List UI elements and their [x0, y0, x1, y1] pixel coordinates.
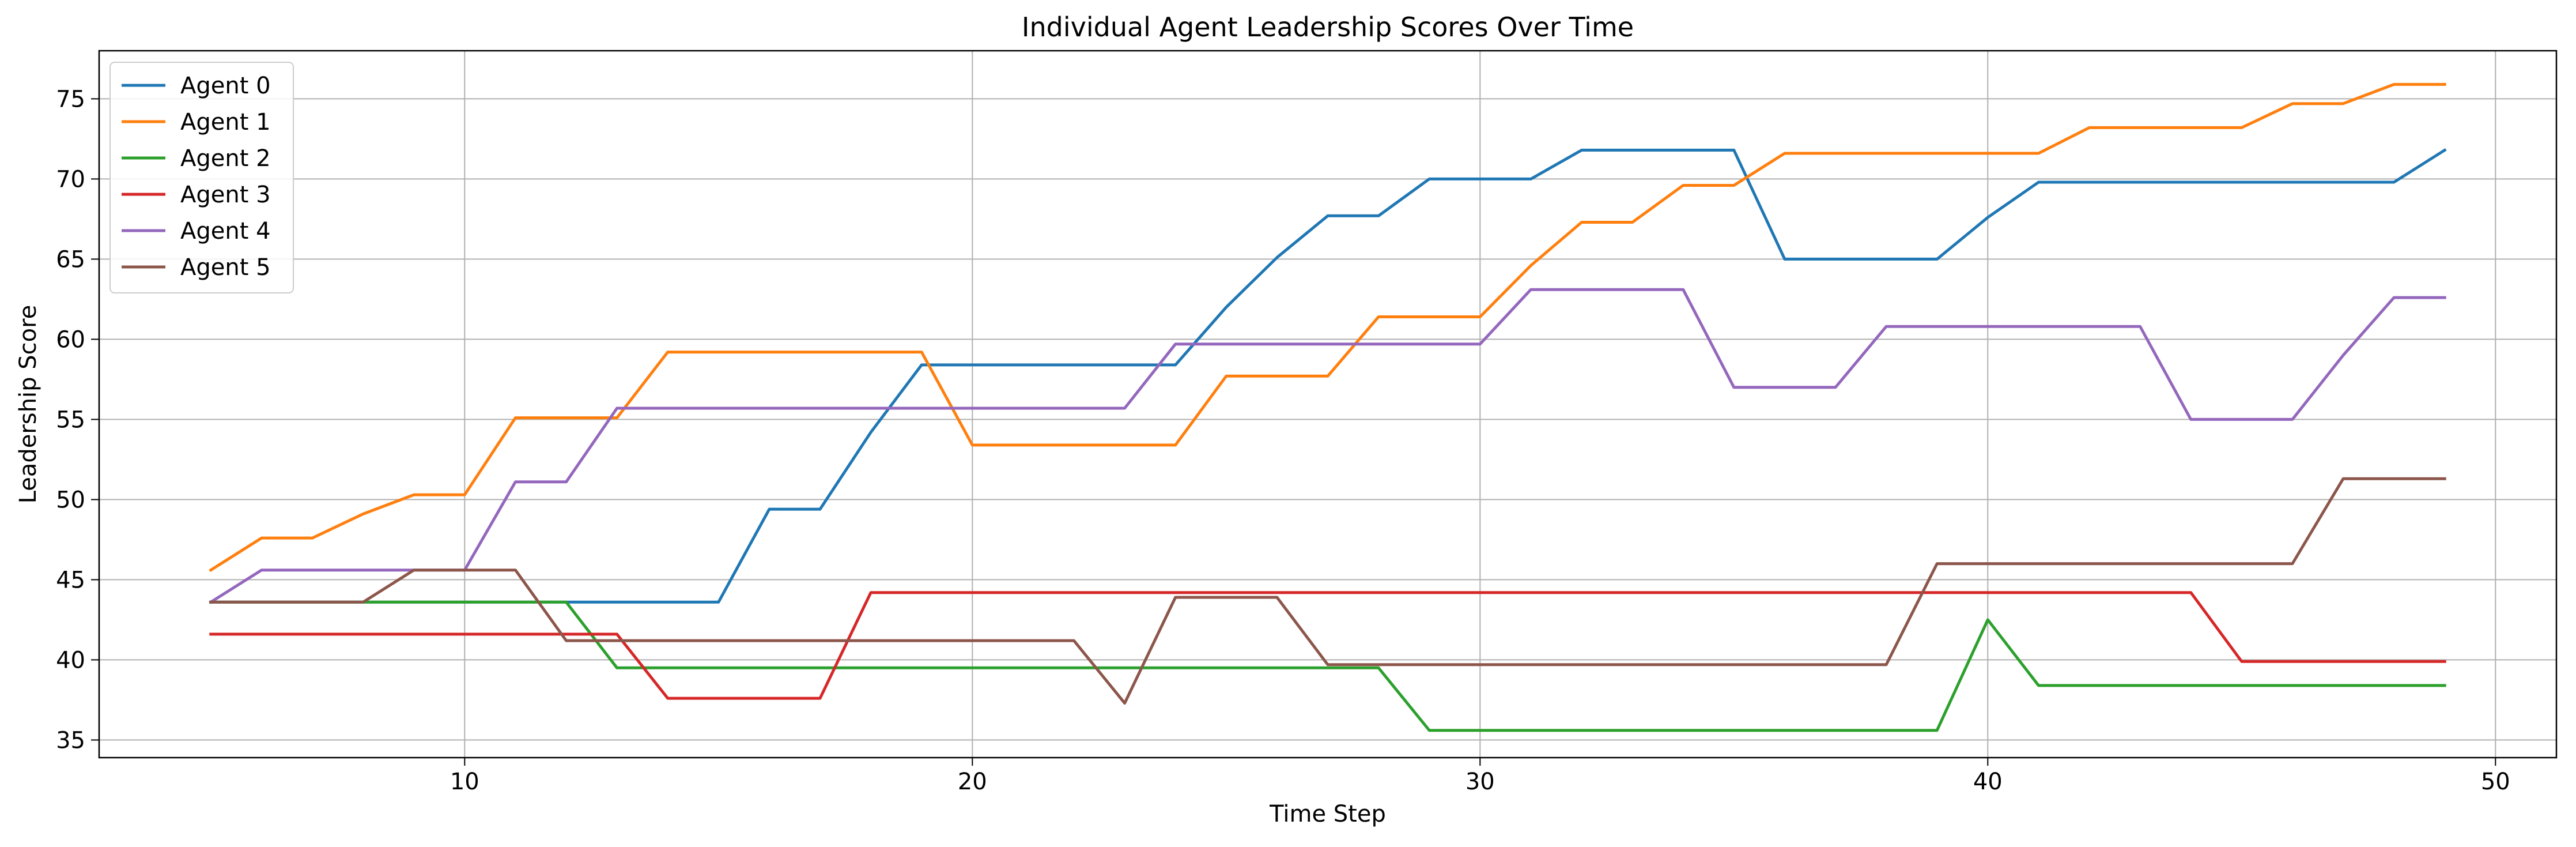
x-tick-label: 50 [2481, 769, 2510, 795]
y-tick-label: 35 [56, 727, 85, 754]
legend-label-agent-3: Agent 3 [180, 182, 271, 208]
legend-label-agent-2: Agent 2 [180, 145, 271, 172]
x-tick-label: 20 [958, 769, 987, 795]
y-tick-label: 40 [56, 647, 85, 673]
series-line-agent-1 [209, 82, 2446, 573]
y-tick-label: 70 [56, 166, 85, 193]
series-lines [209, 82, 2447, 732]
legend: Agent 0 Agent 1 Agent 2 Agent 3 Agent 4 Agent… [109, 62, 294, 293]
series-line-agent-2 [209, 600, 2446, 732]
legend-label-agent-4: Agent 4 [180, 218, 271, 244]
y-tick-label: 75 [56, 86, 85, 112]
y-tick-label: 60 [56, 326, 85, 353]
x-tick-label: 10 [450, 769, 479, 795]
chart-title: Individual Agent Leadership Scores Over … [1022, 12, 1634, 43]
legend-label-agent-0: Agent 0 [180, 73, 271, 99]
series-line-agent-5 [209, 477, 2446, 705]
y-axis-label: Leadership Score [15, 305, 41, 504]
y-tick-label: 55 [56, 406, 85, 433]
legend-label-agent-1: Agent 1 [180, 109, 271, 135]
plot-area [98, 50, 2558, 759]
legend-box [109, 62, 294, 293]
y-tick-label: 45 [56, 567, 85, 593]
legend-label-agent-5: Agent 5 [180, 254, 271, 281]
x-tick-label: 40 [1973, 769, 2003, 795]
axis-ticks: 10 20 30 40 50 35 40 45 50 55 60 65 70 75 [56, 86, 2510, 795]
y-tick-label: 50 [56, 487, 85, 513]
series-line-agent-0 [209, 148, 2447, 604]
series-line-agent-4 [209, 288, 2446, 604]
x-axis-label: Time Step [1269, 801, 1386, 827]
y-tick-label: 65 [56, 246, 85, 273]
x-tick-label: 30 [1465, 769, 1495, 795]
series-line-agent-3 [209, 591, 2446, 700]
